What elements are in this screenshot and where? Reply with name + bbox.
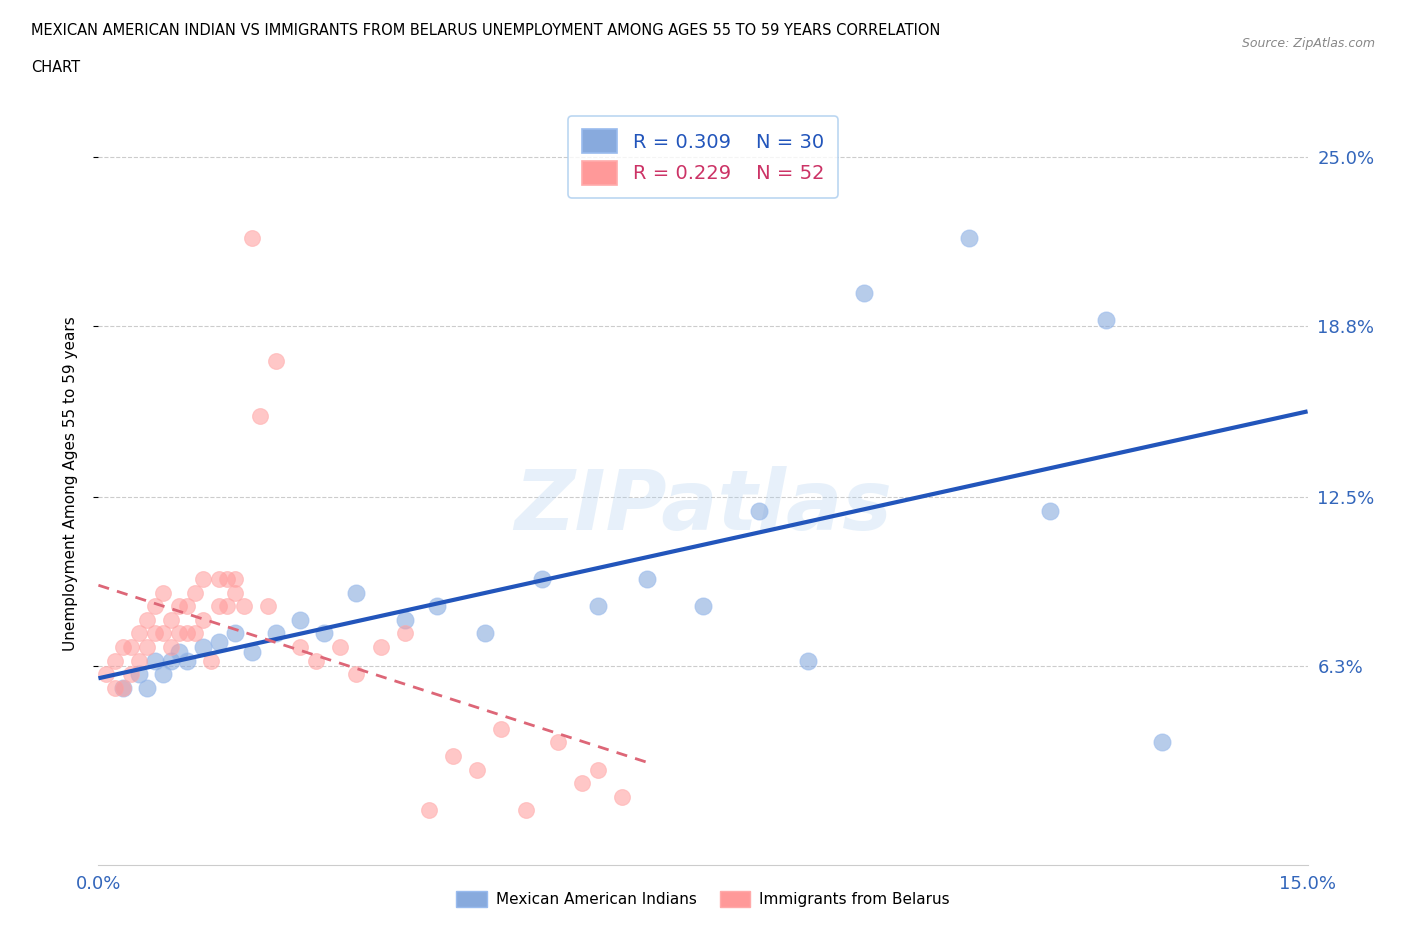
Point xyxy=(249,408,271,423)
Point xyxy=(160,653,183,668)
Point xyxy=(176,626,198,641)
Point xyxy=(208,599,231,614)
Point xyxy=(232,599,254,614)
Text: MEXICAN AMERICAN INDIAN VS IMMIGRANTS FROM BELARUS UNEMPLOYMENT AMONG AGES 55 TO: MEXICAN AMERICAN INDIAN VS IMMIGRANTS FR… xyxy=(31,23,941,38)
Point xyxy=(167,599,190,614)
Point xyxy=(240,231,263,246)
Point xyxy=(224,571,246,587)
Text: ZIPatlas: ZIPatlas xyxy=(515,466,891,547)
Point xyxy=(288,612,311,627)
Point xyxy=(224,626,246,641)
Point xyxy=(797,653,820,668)
Point xyxy=(111,681,134,696)
Point xyxy=(143,626,166,641)
Point xyxy=(288,640,311,655)
Point xyxy=(474,626,496,641)
Point xyxy=(193,571,215,587)
Point xyxy=(692,599,714,614)
Point xyxy=(176,599,198,614)
Legend: Mexican American Indians, Immigrants from Belarus: Mexican American Indians, Immigrants fro… xyxy=(450,884,956,913)
Point xyxy=(586,763,609,777)
Point xyxy=(314,626,336,641)
Point xyxy=(264,626,287,641)
Point xyxy=(200,653,222,668)
Point xyxy=(103,653,125,668)
Point xyxy=(208,634,231,649)
Point xyxy=(160,612,183,627)
Point xyxy=(152,626,174,641)
Point xyxy=(120,667,142,682)
Point xyxy=(167,626,190,641)
Point xyxy=(264,353,287,368)
Point xyxy=(256,599,278,614)
Point xyxy=(135,681,157,696)
Point xyxy=(394,612,416,627)
Point xyxy=(515,803,537,817)
Point xyxy=(612,790,634,804)
Point xyxy=(530,571,553,587)
Text: Source: ZipAtlas.com: Source: ZipAtlas.com xyxy=(1241,37,1375,50)
Point xyxy=(217,599,239,614)
Point xyxy=(586,599,609,614)
Point xyxy=(748,503,770,518)
Point xyxy=(128,626,150,641)
Point xyxy=(135,640,157,655)
Point xyxy=(344,585,367,600)
Point xyxy=(441,749,464,764)
Point xyxy=(103,681,125,696)
Point xyxy=(853,286,876,300)
Point xyxy=(1152,735,1174,750)
Point xyxy=(152,585,174,600)
Y-axis label: Unemployment Among Ages 55 to 59 years: Unemployment Among Ages 55 to 59 years xyxy=(63,316,77,651)
Legend: R = 0.309    N = 30, R = 0.229    N = 52: R = 0.309 N = 30, R = 0.229 N = 52 xyxy=(568,116,838,198)
Point xyxy=(571,776,593,790)
Point xyxy=(465,763,488,777)
Point xyxy=(111,640,134,655)
Point xyxy=(208,571,231,587)
Point xyxy=(193,612,215,627)
Point xyxy=(636,571,658,587)
Point xyxy=(96,667,118,682)
Point xyxy=(344,667,367,682)
Point xyxy=(370,640,392,655)
Point xyxy=(128,667,150,682)
Point xyxy=(305,653,328,668)
Point xyxy=(329,640,352,655)
Point xyxy=(128,653,150,668)
Point xyxy=(184,626,207,641)
Point xyxy=(143,599,166,614)
Point xyxy=(217,571,239,587)
Point xyxy=(491,722,513,737)
Point xyxy=(957,231,980,246)
Point xyxy=(111,681,134,696)
Point xyxy=(547,735,569,750)
Point xyxy=(1039,503,1062,518)
Text: CHART: CHART xyxy=(31,60,80,75)
Point xyxy=(143,653,166,668)
Point xyxy=(135,612,157,627)
Point xyxy=(167,645,190,660)
Point xyxy=(193,640,215,655)
Point xyxy=(426,599,449,614)
Point xyxy=(184,585,207,600)
Point xyxy=(152,667,174,682)
Point xyxy=(240,645,263,660)
Point xyxy=(224,585,246,600)
Point xyxy=(394,626,416,641)
Point xyxy=(120,640,142,655)
Point xyxy=(418,803,440,817)
Point xyxy=(1095,312,1118,327)
Point xyxy=(176,653,198,668)
Point xyxy=(160,640,183,655)
